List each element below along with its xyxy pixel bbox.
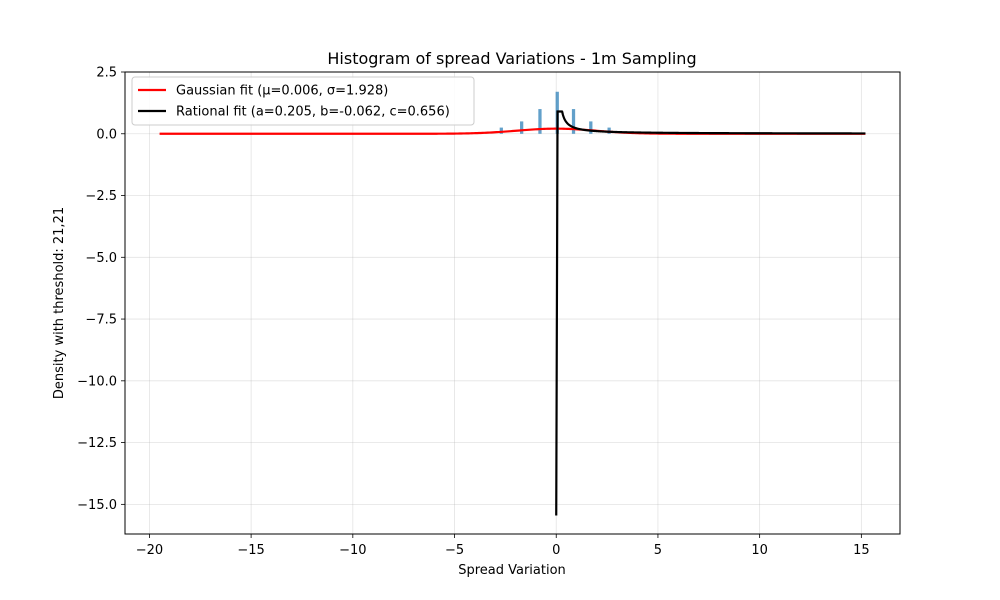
y-tick-label-7: −15.0 xyxy=(77,498,117,513)
y-tick-label-3: −5.0 xyxy=(85,251,117,266)
y-tick-label-1: 0.0 xyxy=(96,127,117,142)
histogram-bar-5 xyxy=(589,121,593,134)
histogram-bar-2 xyxy=(538,109,542,134)
y-tick-label-0: 2.5 xyxy=(96,66,117,81)
histogram-bar-4 xyxy=(571,109,576,134)
legend-label-1: Rational fit (a=0.205, b=-0.062, c=0.656… xyxy=(176,105,450,120)
legend: Gaussian fit (μ=0.006, σ=1.928) Rational … xyxy=(131,76,475,126)
rational-fit-line xyxy=(555,110,866,516)
x-tick-label-7: 15 xyxy=(853,543,870,558)
histogram-bar-1 xyxy=(520,121,524,134)
y-tick-label-5: −10.0 xyxy=(77,374,117,389)
fit-curves xyxy=(159,110,866,516)
y-tick-label-2: −2.5 xyxy=(85,189,117,204)
legend-label-0: Gaussian fit (μ=0.006, σ=1.928) xyxy=(176,84,388,99)
legend-box xyxy=(131,76,475,126)
x-tick-label-0: −20 xyxy=(136,543,163,558)
x-axis-ticks: −20 −15 −10 −5 0 5 10 15 xyxy=(136,534,870,558)
chart-title: Histogram of spread Variations - 1m Samp… xyxy=(327,49,696,68)
x-axis-label: Spread Variation xyxy=(458,563,566,578)
x-tick-label-4: 0 xyxy=(552,543,560,558)
x-tick-label-5: 5 xyxy=(654,543,662,558)
x-tick-label-3: −5 xyxy=(445,543,464,558)
plot-area-frame xyxy=(124,71,901,535)
x-tick-label-6: 10 xyxy=(751,543,768,558)
x-tick-label-2: −10 xyxy=(339,543,366,558)
y-tick-label-4: −7.5 xyxy=(85,313,117,328)
x-tick-label-1: −15 xyxy=(237,543,264,558)
y-tick-label-6: −12.5 xyxy=(77,436,117,451)
y-axis-ticks: 2.5 0.0 −2.5 −5.0 −7.5 −10.0 −12.5 −15.0 xyxy=(77,66,125,513)
y-axis-label: Density with threshold: 21,21 xyxy=(52,207,67,399)
histogram-bar-0 xyxy=(499,127,503,134)
